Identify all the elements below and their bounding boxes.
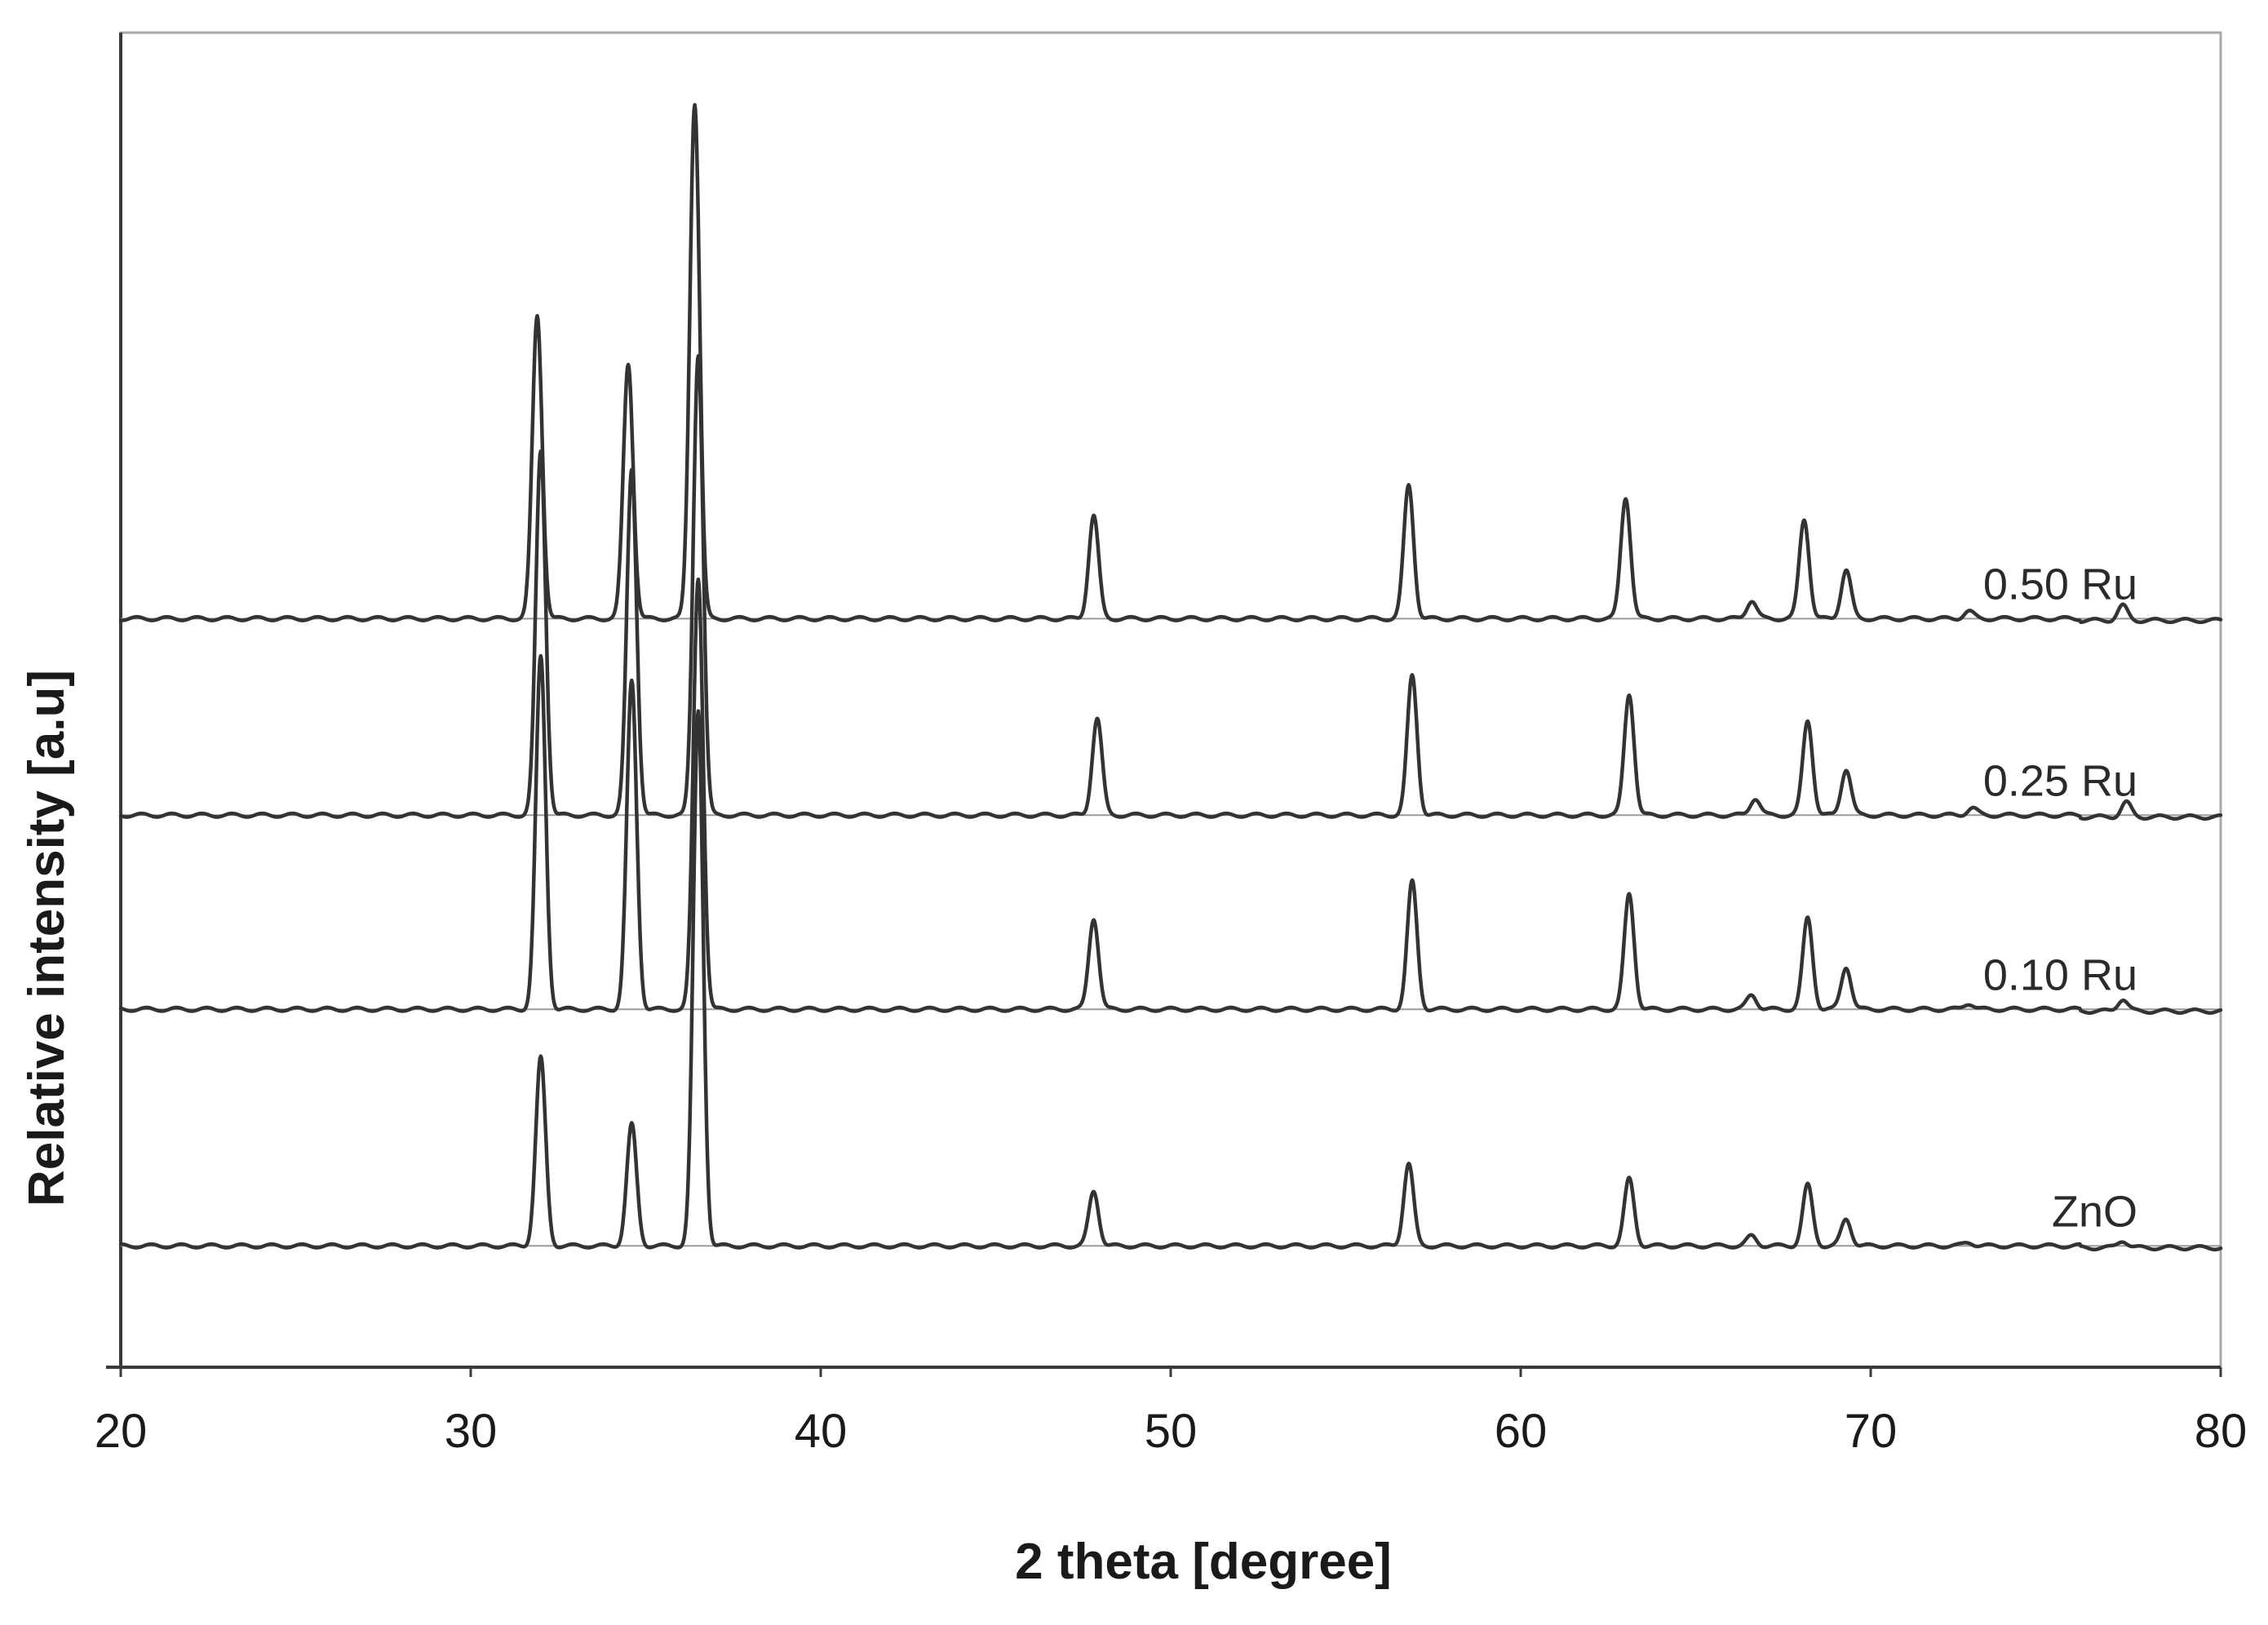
- series-trace: [118, 354, 2223, 821]
- series-label: ZnO: [2052, 1187, 2137, 1236]
- series-trace: [118, 103, 2223, 625]
- series-label: 0.25 Ru: [1983, 756, 2137, 805]
- series-label: 0.50 Ru: [1983, 560, 2137, 609]
- y-axis-title: Relative intensity [a.u]: [19, 670, 75, 1207]
- plot-frame: [119, 31, 2222, 1369]
- series-labels: ZnO 0.10 Ru 0.25 Ru 0.50 Ru: [1983, 560, 2137, 1236]
- x-ticks: 20 30 40 50 60 70 80: [95, 1367, 2248, 1458]
- series-traces: [118, 103, 2223, 1251]
- x-tick-label: 80: [2195, 1405, 2248, 1458]
- x-tick-label: 60: [1495, 1405, 1548, 1458]
- series-trace: [118, 709, 2223, 1251]
- x-axis-title: 2 theta [degree]: [1015, 1534, 1392, 1590]
- series-trace: [118, 577, 2223, 1015]
- x-tick-label: 40: [795, 1405, 848, 1458]
- x-tick-label: 70: [1845, 1405, 1898, 1458]
- series-label: 0.10 Ru: [1983, 950, 2137, 999]
- x-tick-label: 30: [445, 1405, 498, 1458]
- baselines: [121, 618, 2221, 1247]
- x-tick-label: 50: [1145, 1405, 1198, 1458]
- x-tick-label: 20: [95, 1405, 148, 1458]
